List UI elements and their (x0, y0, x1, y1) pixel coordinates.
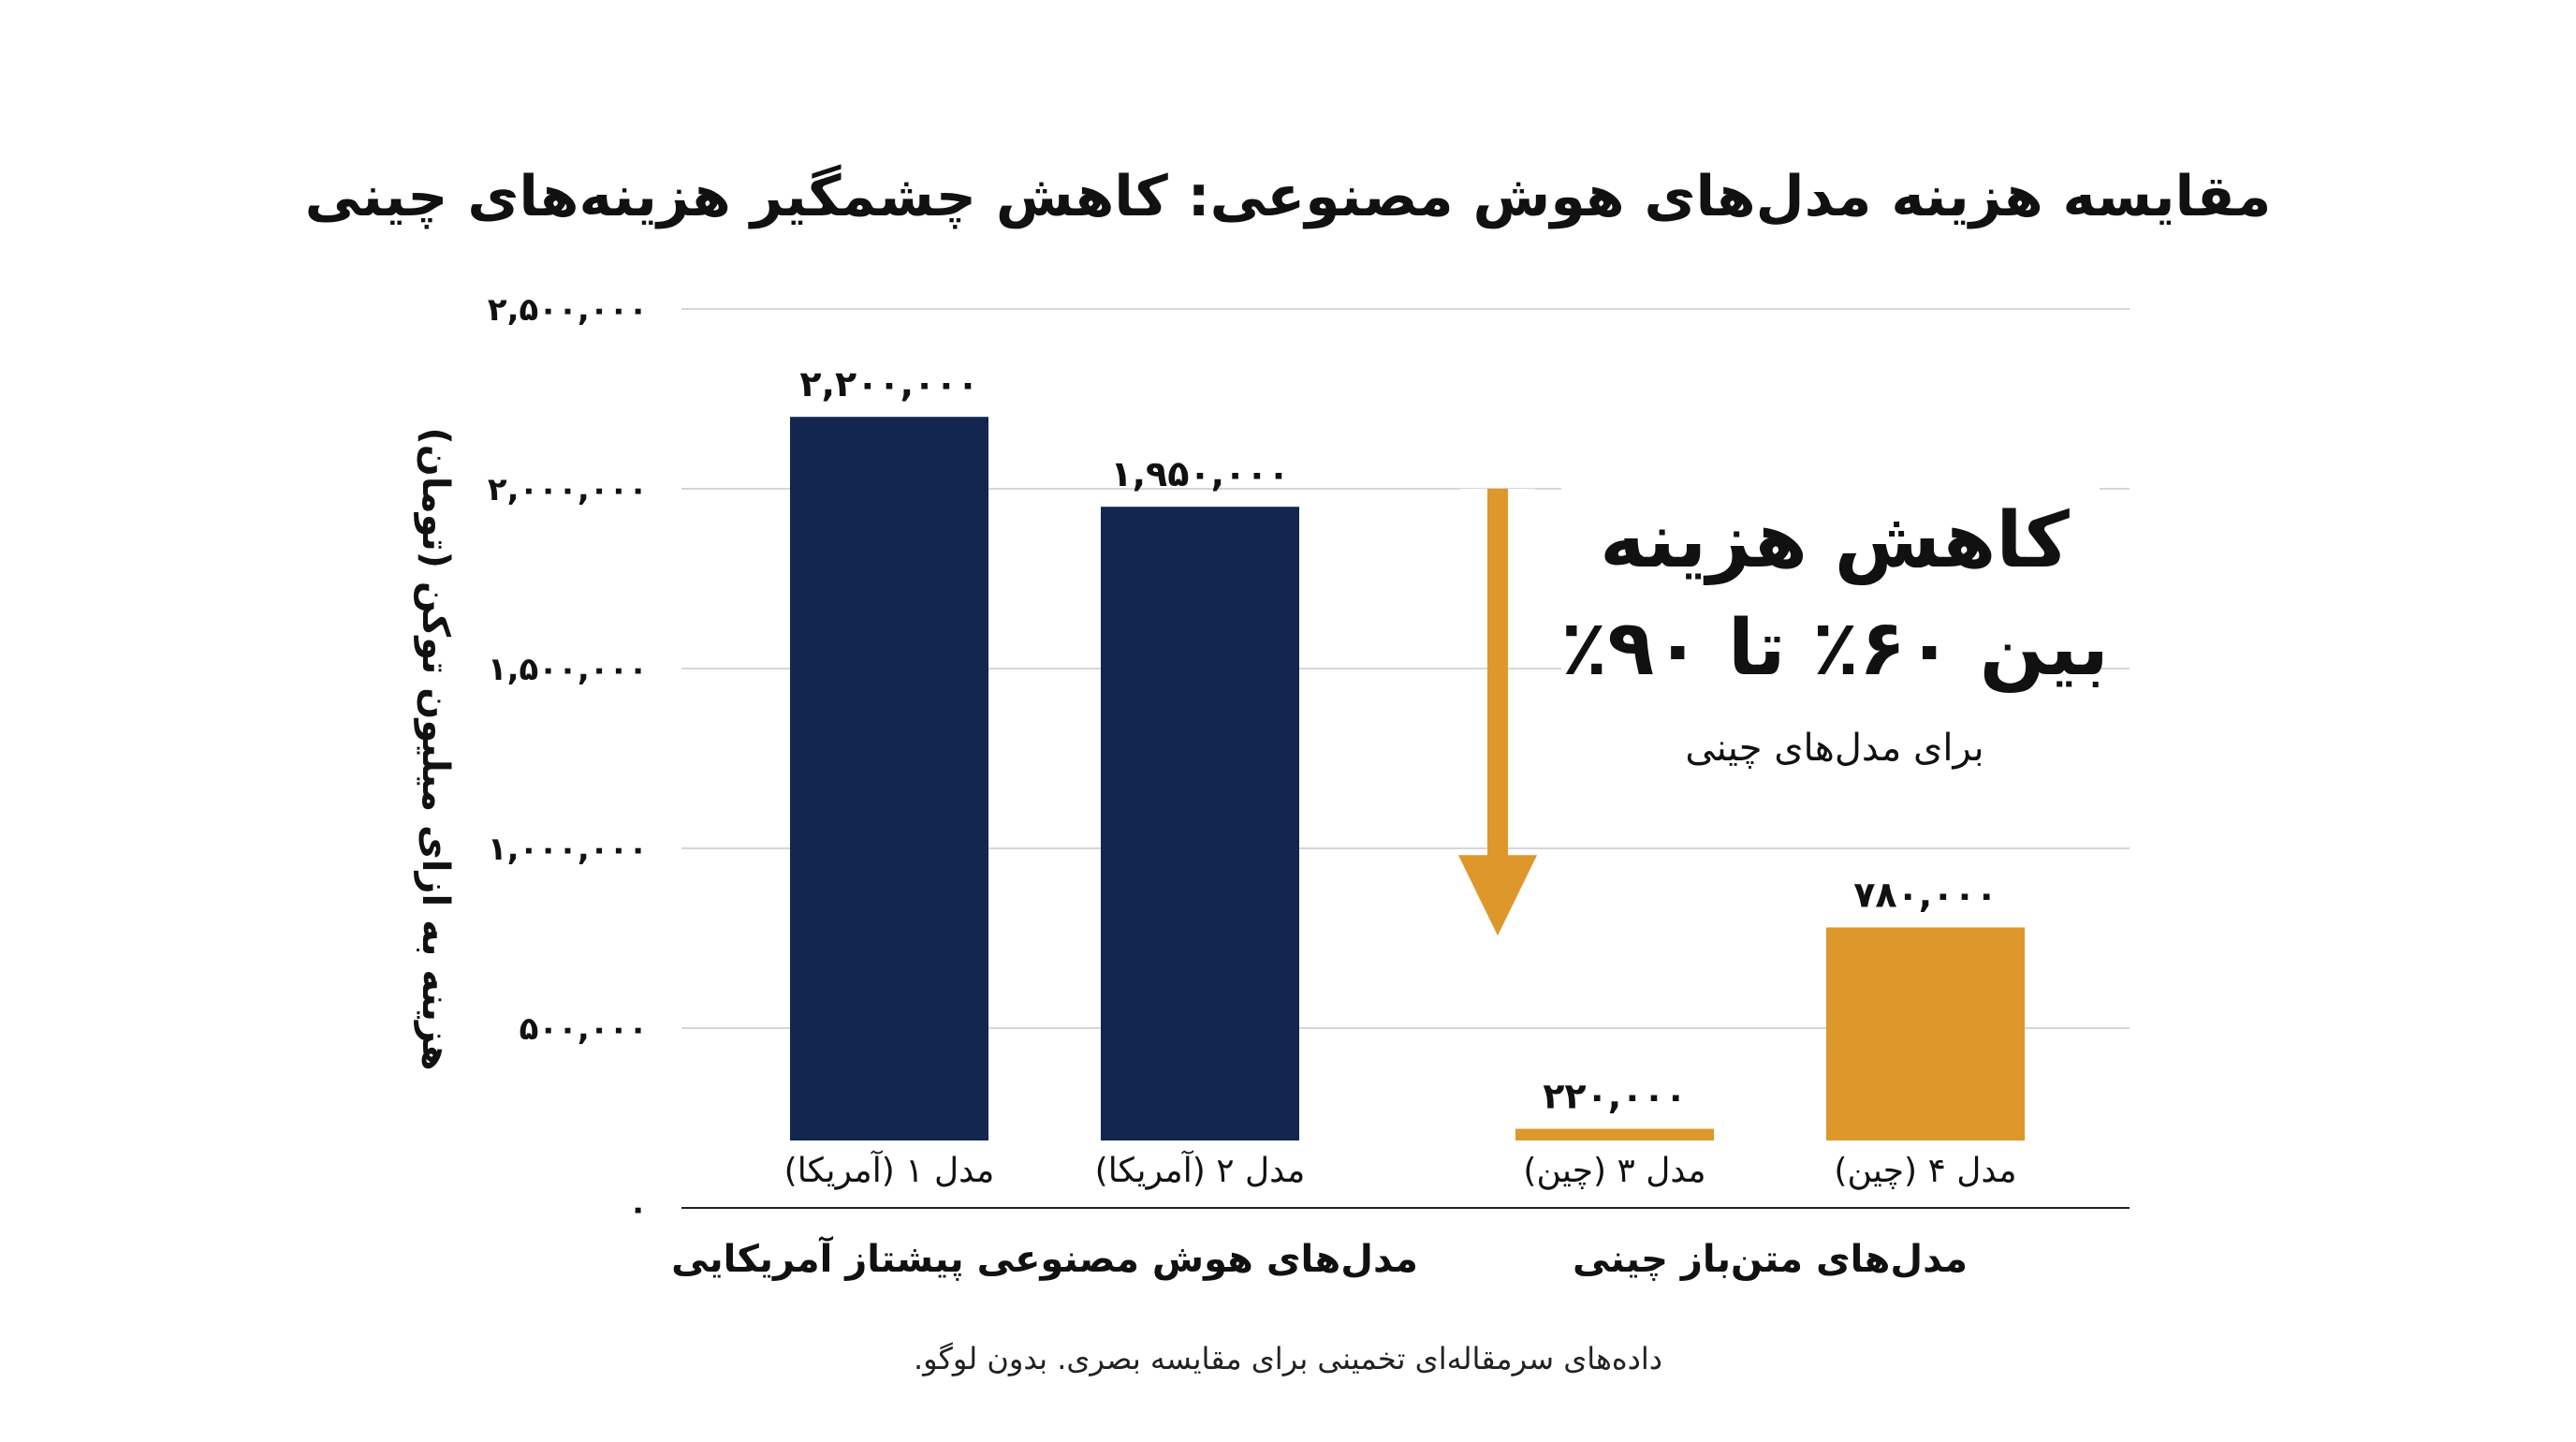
bar-value-label: ۲۲۰,۰۰۰ (1543, 1076, 1687, 1117)
annotation: کاهش هزینه بین ۶۰٪ تا ۹۰٪ برای مدل‌های چین… (1458, 440, 2109, 936)
group-labels: مدل‌های هوش مصنوعی پیشتاز آمریکایی مدل‌ها… (671, 1235, 1968, 1281)
category-label-bg (1082, 1140, 1318, 1208)
category-label-bg (1808, 1140, 2043, 1208)
y-tick-label: ۰ (628, 1190, 648, 1228)
category-label-bg (1497, 1140, 1733, 1208)
category-label: مدل ۳ (چین) (1523, 1152, 1705, 1190)
y-tick-label: ۱,۰۰۰,۰۰۰ (488, 831, 648, 868)
y-tick-label: ۲,۵۰۰,۰۰۰ (488, 291, 648, 329)
annotation-bg (1561, 440, 2100, 768)
bar-value-label: ۷۸۰,۰۰۰ (1853, 874, 1998, 915)
arrow-head (1458, 855, 1537, 936)
footnote: داده‌های سرمقاله‌ای تخمینی برای مقایسه ب… (914, 1341, 1662, 1376)
annotation-headline: کاهش هزینه (1600, 496, 2070, 585)
bars: ۲,۲۰۰,۰۰۰ مدل ۱ (آمریکا) ۱,۹۵۰,۰۰۰ مدل ۲ (آ… (771, 363, 2043, 1208)
category-label: مدل ۴ (چین) (1834, 1152, 2016, 1190)
y-axis-ticks: ۰ ۵۰۰,۰۰۰ ۱,۰۰۰,۰۰۰ ۱,۵۰۰,۰۰۰ ۲,۰۰۰,۰۰۰ ۲,۵۰۰… (488, 291, 648, 1228)
y-axis-label: هزینه به ازای میلیون توکن (تومان) (414, 427, 457, 1070)
group-label: مدل‌های متن‌باز چینی (1573, 1238, 1968, 1281)
bar-value-label: ۱,۹۵۰,۰۰۰ (1110, 453, 1289, 494)
category-label-bg (771, 1140, 1007, 1208)
annotation-subtitle: برای مدل‌های چینی (1685, 727, 1983, 770)
y-tick-label: ۲,۰۰۰,۰۰۰ (488, 471, 648, 508)
category-label: مدل ۱ (آمریکا) (784, 1149, 995, 1190)
group-label: مدل‌های هوش مصنوعی پیشتاز آمریکایی (671, 1235, 1418, 1281)
y-tick-label: ۵۰۰,۰۰۰ (520, 1010, 648, 1048)
category-label: مدل ۲ (آمریکا) (1095, 1149, 1306, 1190)
bar (790, 417, 988, 1208)
bar (1101, 507, 1299, 1208)
arrow-shaft (1487, 489, 1508, 863)
chart-title: مقایسه هزینه مدل‌های هوش مصنوعی: کاهش چش… (305, 164, 2272, 229)
y-tick-label: ۱,۵۰۰,۰۰۰ (488, 651, 648, 688)
bar-value-label: ۲,۲۰۰,۰۰۰ (799, 363, 978, 405)
annotation-range: بین ۶۰٪ تا ۹۰٪ (1560, 604, 2109, 693)
